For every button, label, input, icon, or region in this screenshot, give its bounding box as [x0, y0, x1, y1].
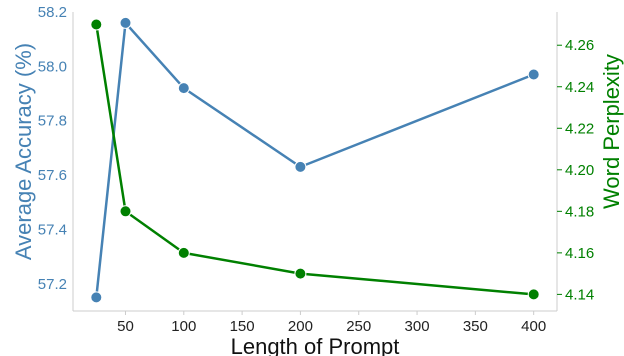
- accuracy-point: [90, 291, 103, 304]
- x-tick-label: 200: [288, 318, 313, 335]
- tick-labels: 50 100 150 200 250 300 350 400 57.2 57.4 57.6 57.8 5…: [38, 4, 594, 335]
- left-y-tick-label: 58.0: [38, 58, 67, 75]
- x-tick-label: 300: [405, 318, 430, 335]
- x-tick-label: 400: [521, 318, 546, 335]
- right-y-tick-label: 4.24: [565, 79, 594, 96]
- accuracy-point: [177, 82, 190, 95]
- left-y-tick-label: 57.8: [38, 113, 67, 130]
- axes: [72, 12, 562, 315]
- right-y-tick-label: 4.16: [565, 245, 594, 262]
- accuracy-series-line: [95, 21, 535, 298]
- right-y-tick-label: 4.18: [565, 203, 594, 220]
- accuracy-point: [527, 68, 540, 81]
- perplexity-point: [527, 288, 540, 301]
- perplexity-point: [119, 205, 132, 218]
- series: [90, 16, 540, 304]
- left-y-tick-label: 57.2: [38, 276, 67, 293]
- accuracy-point: [294, 160, 307, 173]
- perplexity-point: [90, 18, 103, 31]
- right-y-tick-label: 4.14: [565, 286, 594, 303]
- right-y-axis-title: Word Perplexity: [599, 54, 624, 209]
- x-axis-title: Length of Prompt: [231, 334, 400, 356]
- x-tick-label: 150: [230, 318, 255, 335]
- right-y-tick-label: 4.22: [565, 120, 594, 137]
- left-y-tick-label: 57.6: [38, 167, 67, 184]
- x-tick-label: 350: [463, 318, 488, 335]
- perplexity-point: [294, 267, 307, 280]
- x-tick-label: 50: [117, 318, 134, 335]
- accuracy-point: [119, 16, 132, 29]
- perplexity-point: [177, 246, 190, 259]
- x-tick-label: 250: [346, 318, 371, 335]
- right-y-tick-label: 4.26: [565, 37, 594, 54]
- left-y-tick-label: 57.4: [38, 221, 67, 238]
- left-y-tick-label: 58.2: [38, 4, 67, 21]
- left-y-axis-title: Average Accuracy (%): [11, 43, 36, 260]
- right-y-tick-label: 4.20: [565, 162, 594, 179]
- x-tick-label: 100: [171, 318, 196, 335]
